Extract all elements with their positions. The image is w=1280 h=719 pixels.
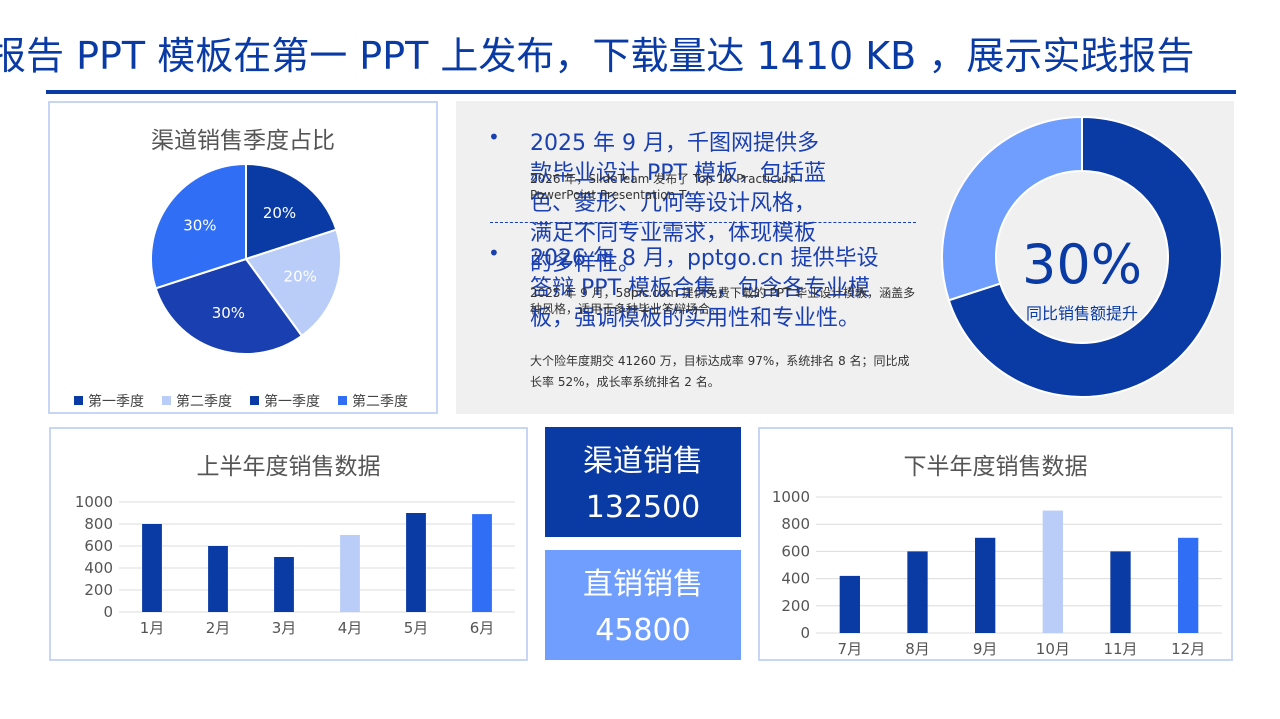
y-tick-label: 400 [781, 570, 810, 588]
bullet-1-title: 2025 年 9 月，千图网提供多款毕业设计 PPT 模板，包括蓝色、菱形、几何… [530, 131, 826, 276]
bar [907, 551, 928, 633]
first-half-bar-panel: 上半年度销售数据 0 200 400 600 800 1000 1月 2月 3月 4月 5月 6月 [49, 427, 528, 661]
legend-swatch [250, 396, 259, 405]
x-tick-label: 4月 [338, 619, 363, 637]
x-tick-label: 8月 [905, 640, 930, 658]
bar-chart-2-title: 下半年度销售数据 [903, 454, 1088, 480]
page-title-bar: 报告 PPT 模板在第一 PPT 上发布，下载量达 1410 KB ，展示实践报… [0, 28, 1280, 84]
pie-slice [154, 257, 304, 355]
channel-sales-value: 132500 [585, 490, 701, 525]
pie-slice-label: 30% [212, 304, 245, 322]
channel-sales-kpi: 渠道销售 132500 [545, 427, 741, 537]
donut-segment [941, 115, 1083, 302]
pie-slice-label: 20% [263, 204, 296, 222]
pie-chart-title: 渠道销售季度占比 [151, 128, 335, 154]
x-tick-label: 3月 [272, 619, 297, 637]
bar [406, 513, 426, 612]
x-tick-label: 2月 [206, 619, 231, 637]
bar [839, 575, 860, 633]
direct-sales-value: 45800 [595, 613, 691, 648]
bar [208, 546, 228, 612]
pie-slice-label: 30% [183, 216, 216, 234]
text-donut-panel: • 2025 年 9 月，千图网提供多款毕业设计 PPT 模板，包括蓝色、菱形、… [456, 101, 1234, 414]
y-tick-label: 800 [781, 515, 810, 533]
donut-segment [947, 115, 1223, 398]
bar-chart-2: 0 200 400 600 800 1000 7月 8月 9月 10月 11月 12月 [772, 488, 1222, 658]
pie-slice [245, 162, 338, 261]
y-tick-label: 1000 [772, 488, 810, 506]
bullet-2-title: 2026 年 8 月，pptgo.cn 提供毕设答辩 PPT 模板合集，包含各专… [530, 246, 879, 331]
x-tick-label: 11月 [1103, 640, 1137, 658]
x-tick-label: 1月 [140, 619, 165, 637]
bar [274, 557, 294, 612]
y-tick-label: 0 [103, 603, 113, 621]
pie-slice [150, 162, 247, 290]
bullet-divider [490, 222, 916, 223]
y-tick-label: 0 [800, 624, 810, 642]
y-tick-label: 1000 [75, 493, 113, 511]
bar [1110, 551, 1131, 633]
donut-center-label: 同比销售额提升 [1026, 304, 1138, 323]
y-tick-label: 600 [84, 537, 113, 555]
x-tick-label: 9月 [973, 640, 998, 658]
legend-swatch [74, 396, 83, 405]
bar-chart-1-title: 上半年度销售数据 [196, 454, 381, 480]
donut-chart: 30% 同比销售额提升 [941, 115, 1223, 398]
y-tick-label: 200 [781, 597, 810, 615]
y-tick-label: 800 [84, 515, 113, 533]
x-tick-label: 12月 [1171, 640, 1205, 658]
bar [472, 514, 492, 612]
direct-sales-label: 直销销售 [583, 567, 703, 602]
bar [340, 535, 360, 612]
direct-sales-kpi: 直销销售 45800 [545, 550, 741, 660]
bar-chart-1: 0 200 400 600 800 1000 1月 2月 3月 4月 5月 6月 [75, 493, 515, 637]
donut-center-value: 30% [1022, 233, 1142, 296]
pie-chart: 20% 20% 30% 30% 第一季度 第二季度 第一季度 第二季度 [74, 162, 408, 410]
pie-chart-panel: 渠道销售季度占比 20% 20% 30% 30% 第一季度 第二季度 第一季度 第二季度 [48, 101, 438, 414]
bar [1042, 510, 1063, 633]
x-tick-label: 6月 [470, 619, 495, 637]
bullet-dot: • [488, 125, 500, 149]
bullet-dot: • [488, 241, 500, 265]
bar [975, 537, 996, 633]
pie-slice [244, 228, 342, 338]
legend-swatch [162, 396, 171, 405]
legend-label: 第二季度 [176, 393, 232, 410]
pie-slice-label: 20% [284, 268, 317, 286]
x-tick-label: 10月 [1036, 640, 1070, 658]
bullet-2-extra: 大个险年度期交 41260 万，目标达成率 97%，系统排名 8 名；同比成长率… [530, 354, 910, 389]
page-title: 报告 PPT 模板在第一 PPT 上发布，下载量达 1410 KB ，展示实践报… [0, 34, 1195, 78]
y-tick-label: 200 [84, 581, 113, 599]
y-tick-label: 400 [84, 559, 113, 577]
bullet-1-detail: 2026 年，SlideTeam 发布了 Top 10 Practicum Po… [530, 172, 796, 202]
legend-swatch [338, 396, 347, 405]
legend-label: 第二季度 [352, 393, 408, 410]
x-tick-label: 7月 [838, 640, 863, 658]
bar [1178, 537, 1199, 633]
title-divider [46, 90, 1236, 94]
y-tick-label: 600 [781, 542, 810, 560]
channel-sales-label: 渠道销售 [583, 444, 703, 479]
x-tick-label: 5月 [404, 619, 429, 637]
bullet-2-detail: 2025 年 9 月，58pic.com 提供免费下载的 PPT 毕业设计模板，… [530, 286, 916, 316]
second-half-bar-panel: 下半年度销售数据 0 200 400 600 800 1000 7月 8月 9月 10月 11月 12… [758, 427, 1233, 661]
legend-label: 第一季度 [264, 393, 320, 410]
bar [142, 524, 162, 612]
legend-label: 第一季度 [88, 393, 144, 410]
